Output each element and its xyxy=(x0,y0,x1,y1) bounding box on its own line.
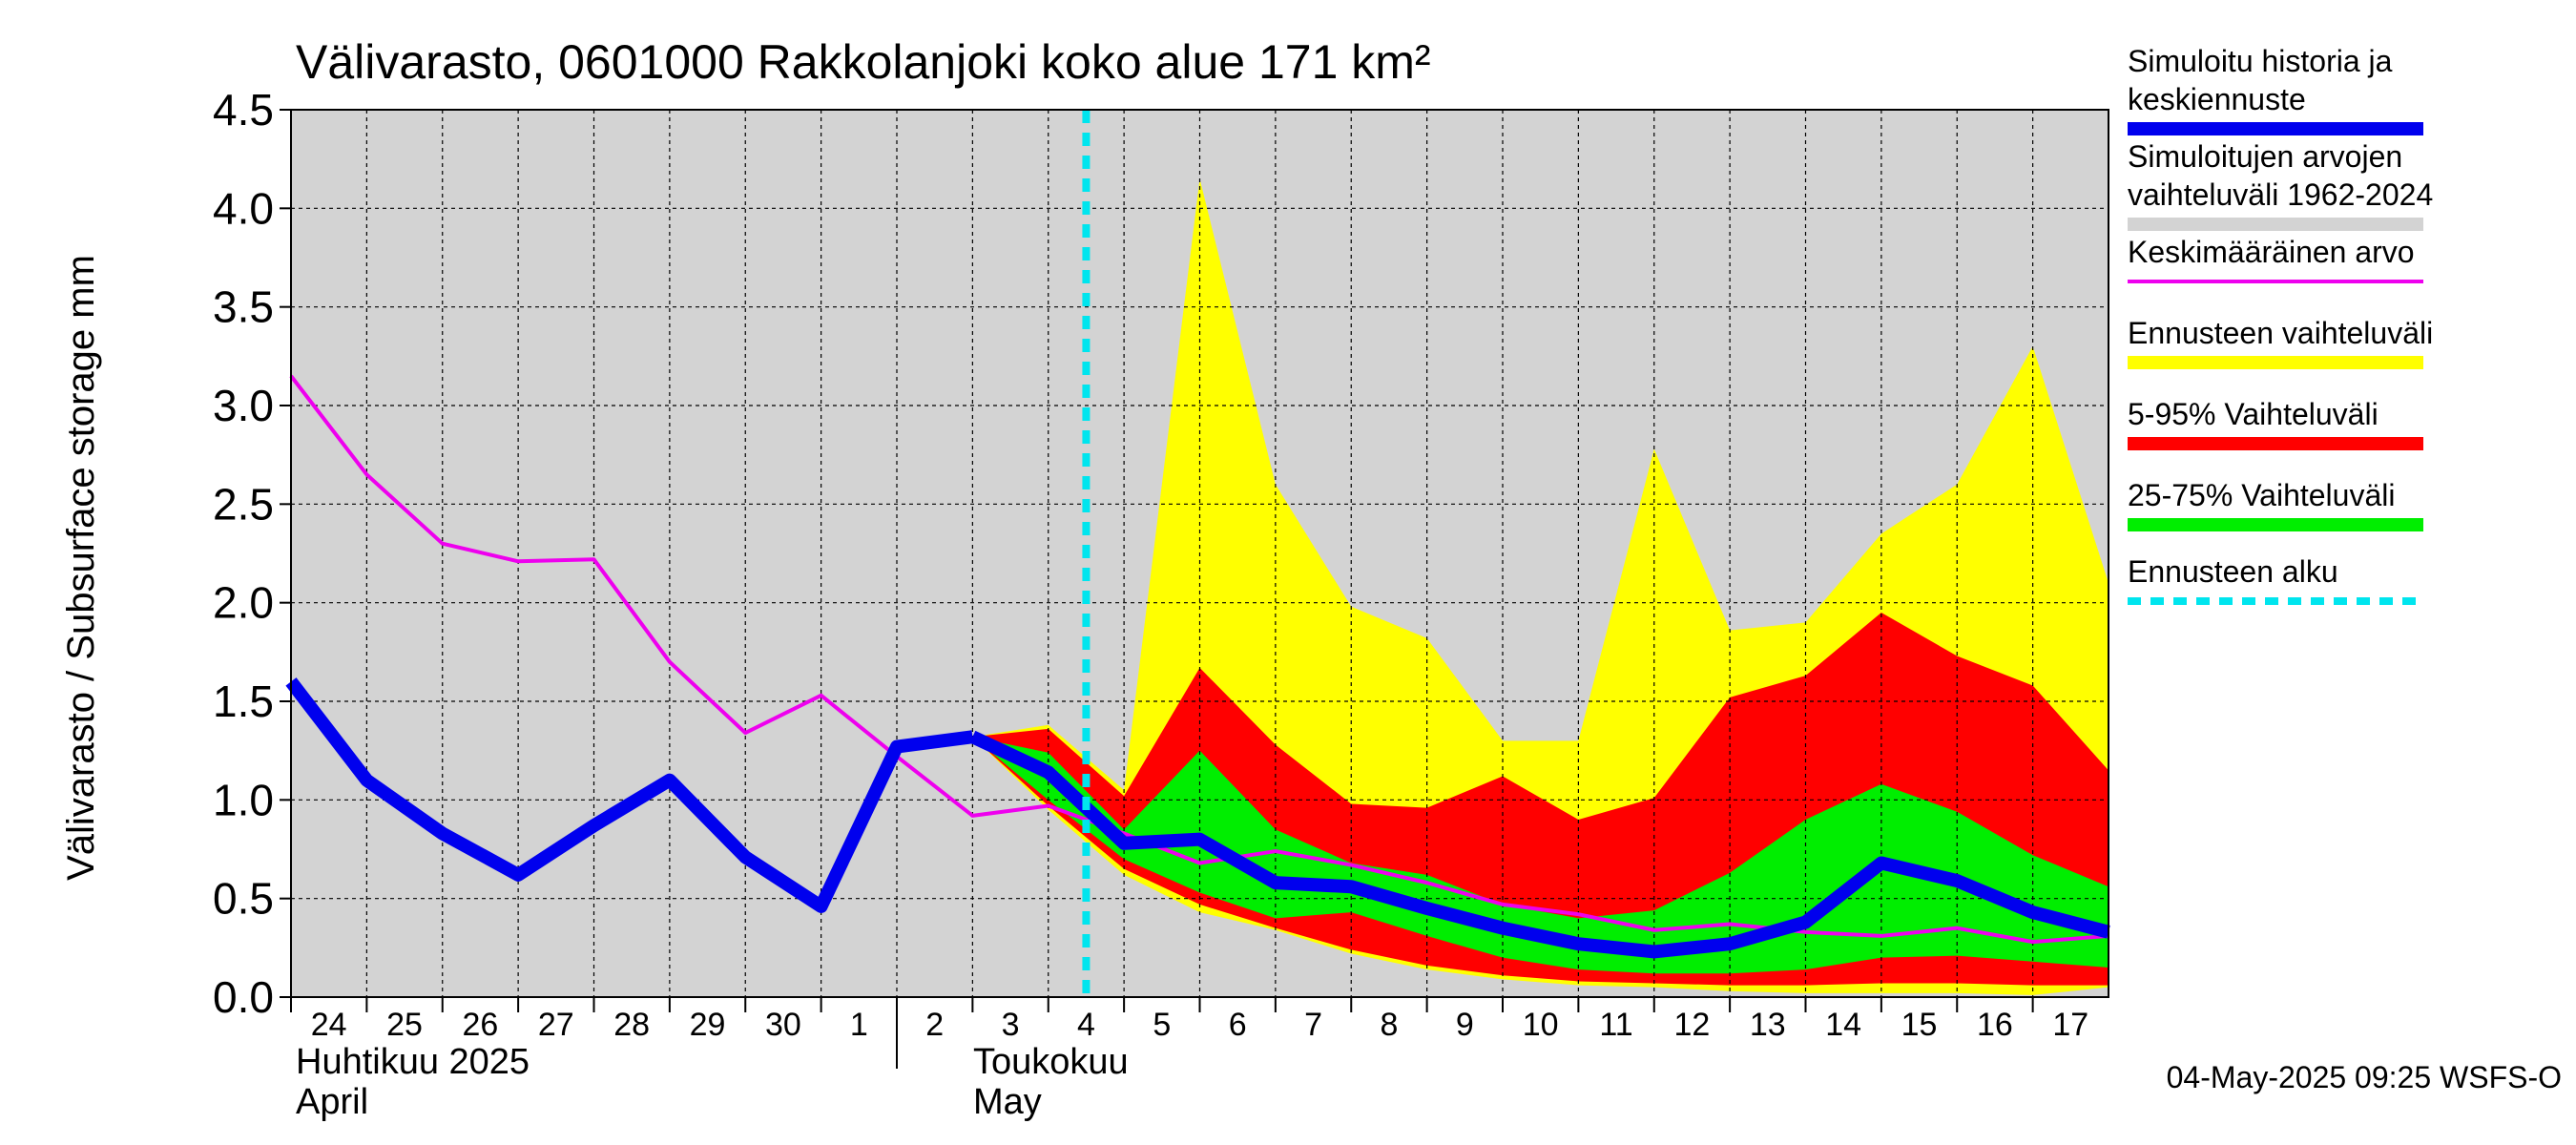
month-label-fi: Huhtikuu 2025 xyxy=(296,1042,530,1082)
x-tick-label: 29 xyxy=(690,1007,726,1043)
series-forecast-median xyxy=(969,730,2110,959)
legend-item: Keskimääräinen arvo xyxy=(2128,235,2423,283)
legend-label: 5-95% Vaihteluväli xyxy=(2128,397,2379,431)
x-tick-label: 24 xyxy=(311,1007,347,1043)
y-tick-label: 0.5 xyxy=(213,874,274,924)
legend-label: vaihteluväli 1962-2024 xyxy=(2128,177,2433,212)
timestamp: 04-May-2025 09:25 WSFS-O xyxy=(2167,1060,2562,1094)
x-tick-label: 16 xyxy=(1977,1007,2013,1043)
x-tick-label: 7 xyxy=(1304,1007,1322,1043)
x-tick-label: 26 xyxy=(463,1007,499,1043)
x-tick-label: 12 xyxy=(1674,1007,1711,1043)
x-tick-label: 15 xyxy=(1901,1007,1938,1043)
month-label-fi: Toukokuu xyxy=(973,1042,1129,1082)
legend-label: Keskimääräinen arvo xyxy=(2128,235,2415,269)
y-tick-label: 2.5 xyxy=(213,479,274,529)
x-tick-label: 25 xyxy=(386,1007,423,1043)
legend-item: 25-75% Vaihteluväli xyxy=(2128,478,2423,531)
grid xyxy=(291,110,2109,997)
legend-label: Ennusteen vaihteluväli xyxy=(2128,316,2433,350)
legend-label: Simuloitu historia ja xyxy=(2128,44,2393,78)
y-axis-label: Välivarasto / Subsurface storage mm xyxy=(60,255,102,881)
chart-title: Välivarasto, 0601000 Rakkolanjoki koko a… xyxy=(296,35,1431,89)
x-tick-label: 30 xyxy=(765,1007,801,1043)
y-tick-label: 3.0 xyxy=(213,381,274,430)
x-tick-label: 28 xyxy=(613,1007,650,1043)
x-tick-label: 2 xyxy=(925,1007,944,1043)
x-tick-label: 17 xyxy=(2052,1007,2088,1043)
legend-label: keskiennuste xyxy=(2128,82,2306,116)
x-tick-label: 14 xyxy=(1825,1007,1861,1043)
y-tick-label: 4.0 xyxy=(213,183,274,233)
plot-area xyxy=(285,110,2110,997)
y-tick-label: 4.5 xyxy=(213,85,274,135)
y-tick-label: 0.0 xyxy=(213,972,274,1022)
x-tick-label: 6 xyxy=(1229,1007,1247,1043)
x-tick-label: 3 xyxy=(1002,1007,1020,1043)
x-tick-label: 1 xyxy=(850,1007,868,1043)
x-tick-label: 13 xyxy=(1750,1007,1786,1043)
y-tick-label: 3.5 xyxy=(213,282,274,332)
y-tick-label: 1.5 xyxy=(213,677,274,726)
month-label-en: April xyxy=(296,1082,368,1122)
month-label-en: May xyxy=(973,1082,1042,1122)
legend-label: Ennusteen alku xyxy=(2128,554,2338,589)
legend-item: Ennusteen alku xyxy=(2128,554,2423,605)
x-tick-label: 5 xyxy=(1153,1007,1171,1043)
x-tick-label: 4 xyxy=(1077,1007,1095,1043)
y-tick-label: 1.0 xyxy=(213,775,274,824)
legend-item: Ennusteen vaihteluväli xyxy=(2128,316,2433,369)
x-tick-label: 9 xyxy=(1456,1007,1474,1043)
series-simulated-history xyxy=(285,677,974,913)
legend-item: 5-95% Vaihteluväli xyxy=(2128,397,2423,450)
series-mean xyxy=(289,374,2109,945)
x-tick-label: 27 xyxy=(538,1007,574,1043)
legend-label: 25-75% Vaihteluväli xyxy=(2128,478,2395,512)
legend-label: Simuloitujen arvojen xyxy=(2128,139,2402,174)
axes: 0.00.51.01.52.02.53.03.54.04.524 25 26 27 28… xyxy=(213,85,2109,1122)
y-tick-label: 2.0 xyxy=(213,578,274,628)
x-tick-label: 8 xyxy=(1380,1007,1398,1043)
x-tick-label: 11 xyxy=(1599,1007,1632,1043)
legend-item: Simuloitu historia ja keskiennuste xyxy=(2128,44,2423,135)
x-tick-label: 10 xyxy=(1523,1007,1559,1043)
legend: Simuloitu historia jakeskiennusteSimuloi… xyxy=(2128,44,2433,605)
